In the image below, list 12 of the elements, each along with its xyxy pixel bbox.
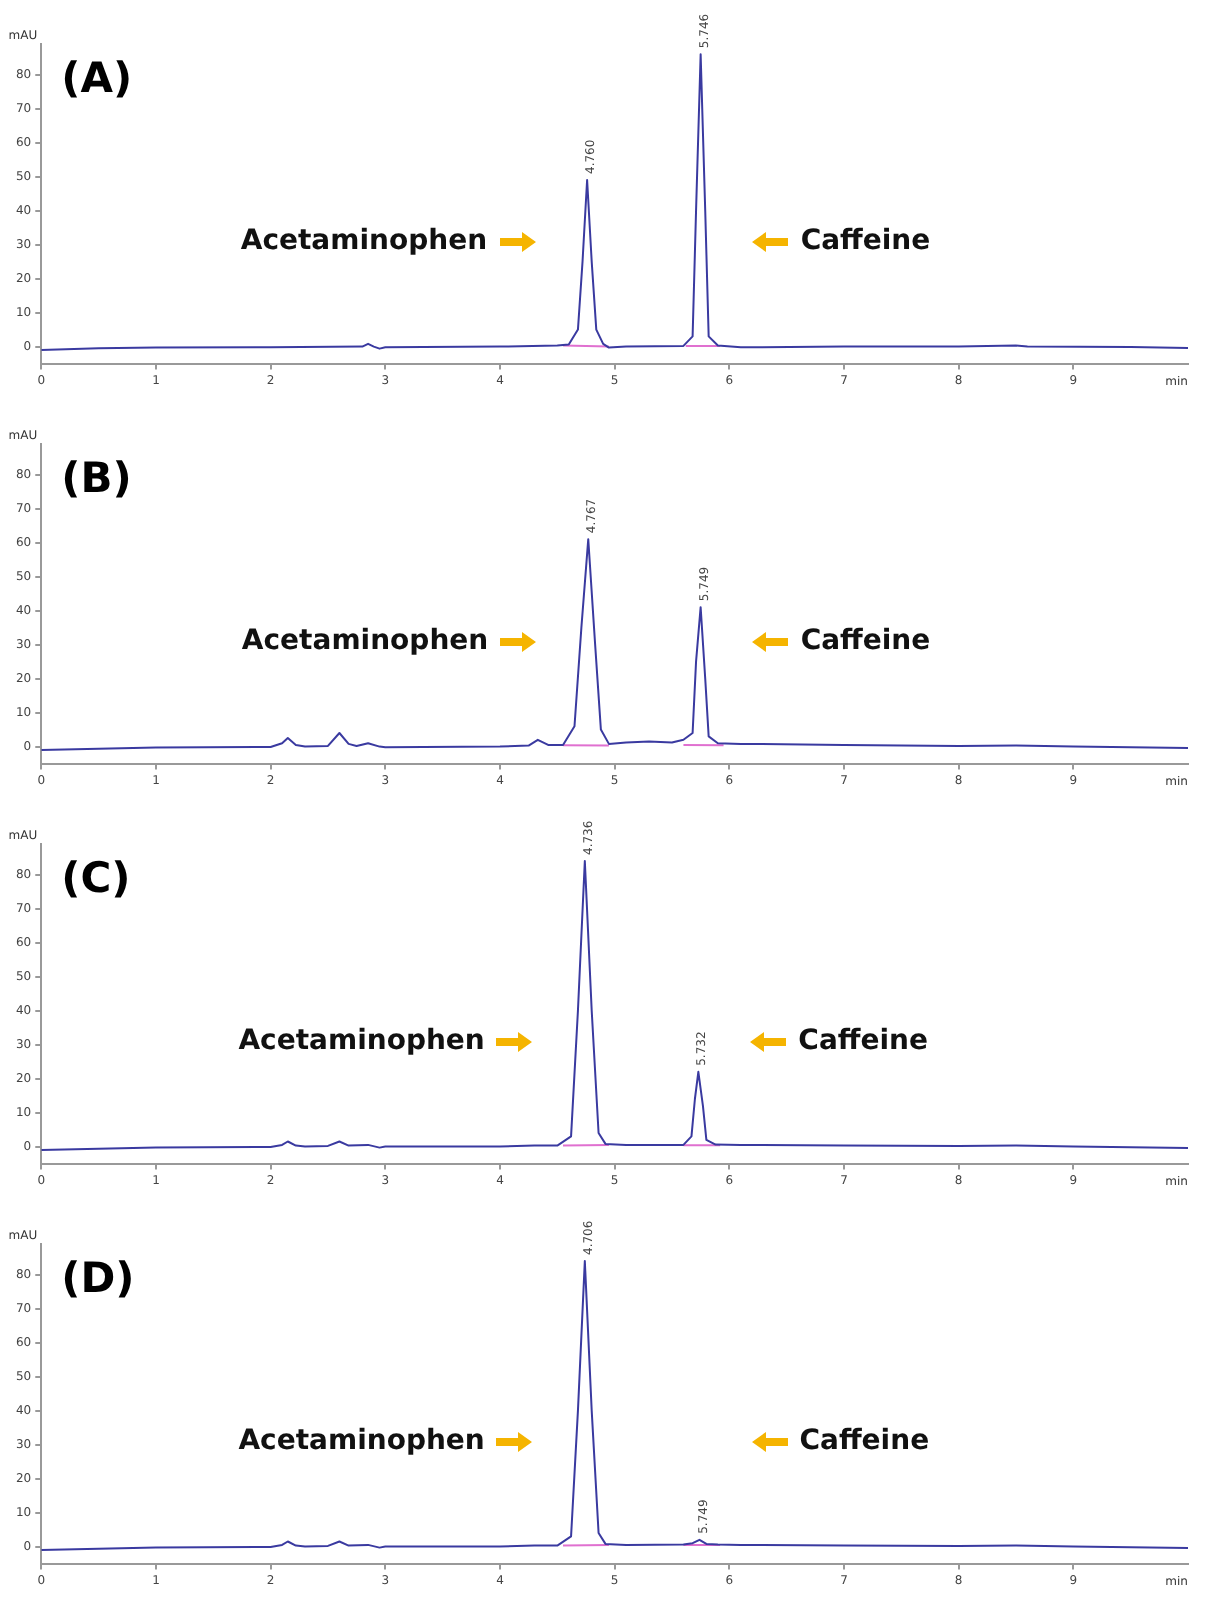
chart-title: (C) bbox=[61, 853, 131, 902]
chart-title: (A) bbox=[61, 53, 133, 102]
annotation: Acetaminophen bbox=[238, 1025, 485, 1058]
annotation: Acetaminophen bbox=[240, 225, 488, 258]
annotation: Caffeine bbox=[800, 225, 931, 258]
chart-title: (B) bbox=[61, 453, 132, 502]
chart-title: (D) bbox=[61, 1253, 135, 1302]
annotation: Acetaminophen bbox=[238, 1425, 485, 1458]
annotation: Acetaminophen bbox=[241, 625, 489, 658]
annotation: Caffeine bbox=[798, 1025, 928, 1058]
annotation: Caffeine bbox=[800, 625, 931, 658]
annotation: Caffeine bbox=[799, 1425, 930, 1458]
